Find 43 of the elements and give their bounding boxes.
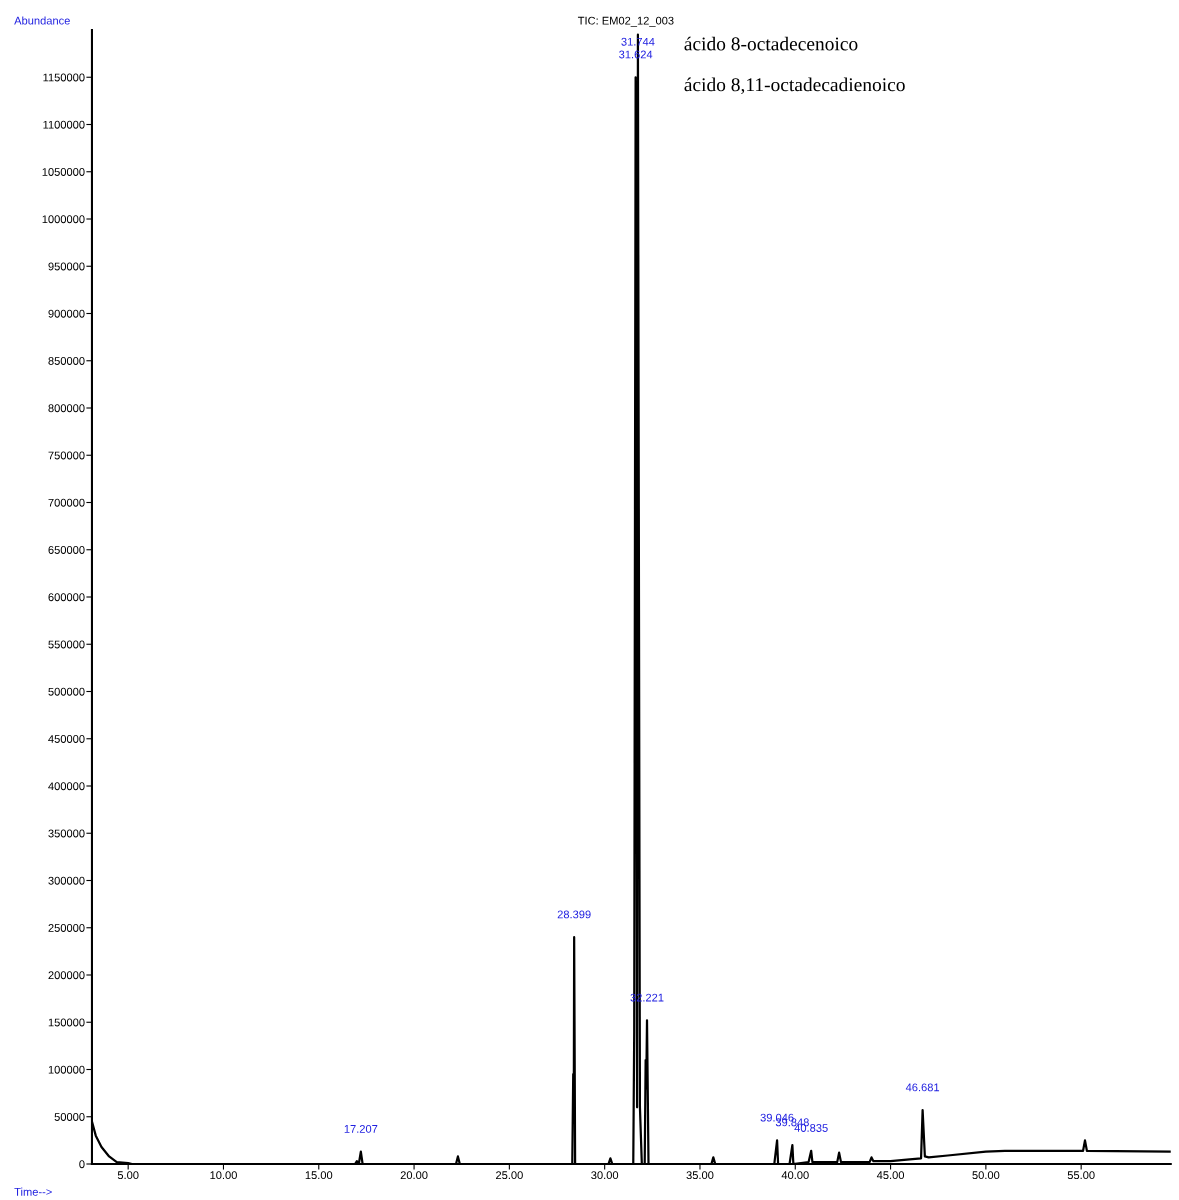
y-tick-label: 400000 (48, 782, 85, 791)
y-tick-label: 250000 (48, 924, 85, 932)
x-tick-label: 25.00 (496, 1171, 523, 1180)
annotation: 17.207 (344, 1124, 378, 1133)
y-tick-label: 1000000 (42, 215, 85, 224)
y-tick-label: 950000 (48, 262, 85, 271)
y-tick-label: 550000 (48, 640, 85, 649)
y-tick-label: 50000 (54, 1113, 85, 1121)
y-tick-label: 650000 (48, 546, 85, 554)
x-axis-title: Time--> (14, 1187, 52, 1196)
y-tick-label: 500000 (48, 687, 85, 696)
annotation: ácido 8-octadecenoico (684, 36, 858, 51)
y-tick-label: 350000 (48, 829, 85, 838)
x-tick-label: 20.00 (400, 1171, 428, 1180)
annotation: ácido 8,11-octadecadienoico (684, 77, 905, 95)
x-tick-label: 50.00 (972, 1171, 1000, 1180)
y-tick-label: 150000 (48, 1018, 85, 1027)
y-tick-label: 800000 (48, 404, 85, 413)
x-tick-label: 40.00 (781, 1171, 809, 1180)
y-tick-label: 1150000 (43, 73, 85, 82)
y-tick-label: 750000 (48, 451, 85, 460)
y-tick-label: 900000 (48, 309, 85, 318)
x-tick-label: 35.00 (686, 1171, 714, 1180)
x-tick-label: 15.00 (305, 1171, 333, 1180)
x-tick-label: 30.00 (591, 1171, 619, 1180)
y-tick-label: 1100000 (43, 120, 85, 129)
y-tick-label: 700000 (48, 498, 85, 507)
x-tick-label: 5.00 (117, 1171, 139, 1180)
y-axis-title: Abundance (14, 16, 70, 25)
y-tick-label: 1050000 (42, 168, 85, 176)
y-tick-label: 450000 (48, 735, 85, 743)
x-tick-label: 55.00 (1067, 1171, 1095, 1180)
y-tick-label: 0 (79, 1160, 85, 1169)
annotation: 28.399 (557, 910, 591, 919)
x-tick-label: 45.00 (876, 1171, 905, 1180)
y-tick-label: 100000 (48, 1065, 85, 1074)
chart-title: TIC: EM02_12_003 (577, 16, 674, 27)
x-tick-label: 10.00 (210, 1171, 237, 1180)
y-tick-label: 200000 (48, 971, 85, 980)
y-tick-label: 850000 (48, 357, 85, 365)
y-tick-label: 300000 (48, 876, 85, 885)
y-tick-label: 600000 (48, 593, 85, 602)
annotation: 46.681 (905, 1083, 940, 1092)
